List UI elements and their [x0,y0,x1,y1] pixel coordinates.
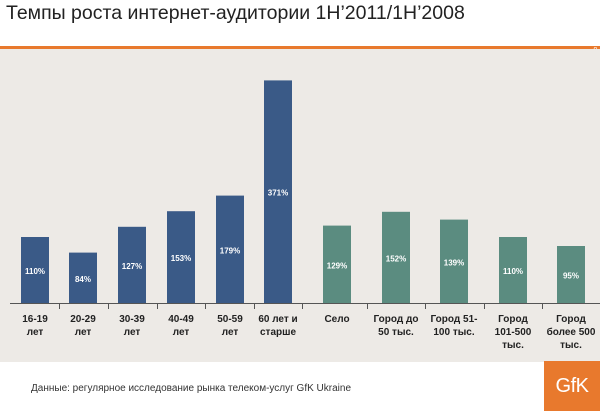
bar-chart: 110% 16-19 лет 84% 20-29 лет 127% 30-39 лет 153% 4… [10,80,600,351]
tick-label-settlement-4-line-2: тыс. [560,340,582,351]
tick-label-age-4-line-1: лет [222,327,239,338]
data-label-age-4: 179% [220,246,240,255]
tick-label-settlement-3-line-2: тыс. [502,340,524,351]
tick-label-age-1-line-1: лет [75,327,92,338]
tick-label-age-2-line-1: лет [124,327,141,338]
data-label-settlement-2: 139% [444,258,464,267]
bar-age-4 [216,195,244,303]
chart-panel: 110% 16-19 лет 84% 20-29 лет 127% 30-39 лет 153% 4… [0,49,600,362]
tick-label-settlement-4-line-0: Город [556,314,586,325]
tick-label-settlement-2-line-0: Город 51- [431,314,478,325]
tick-label-age-4-line-0: 50-59 [217,314,243,325]
bar-settlement-1 [382,211,410,303]
tick-label-settlement-1-line-0: Город до [374,314,419,325]
tick-label-age-5-line-0: 60 лет и [258,314,297,325]
source-note: Данные: регулярное исследование рынка те… [31,383,352,394]
page-title: Темпы роста интернет-аудитории 1H’2011/1… [6,2,465,24]
accent-rule [0,46,600,49]
tick-label-settlement-2-line-1: 100 тыс. [433,327,474,338]
data-label-settlement-1: 152% [386,254,406,263]
data-label-age-5: 371% [268,189,288,198]
bar-settlement-4 [557,246,585,303]
data-label-settlement-0: 129% [327,261,347,270]
tick-label-age-0-line-0: 16-19 [22,314,48,325]
tick-label-age-3-line-0: 40-49 [168,314,194,325]
tick-label-settlement-3-line-0: Город [498,314,528,325]
data-label-age-1: 84% [75,275,91,284]
bar-age-5 [264,80,292,304]
tick-label-settlement-1-line-1: 50 тыс. [378,327,414,338]
data-label-age-2: 127% [122,262,142,271]
bar-age-3 [167,211,195,303]
tick-label-age-3-line-1: лет [173,327,190,338]
bar-settlement-0 [323,225,351,303]
data-label-settlement-4: 95% [563,272,579,281]
tick-label-settlement-0-line-0: Село [324,314,349,325]
tick-label-settlement-3-line-1: 101-500 [495,327,532,338]
tick-label-settlement-4-line-1: более 500 [547,326,596,338]
bar-age-0 [21,237,49,303]
bar-age-2 [118,226,146,303]
bar-settlement-3 [499,237,527,303]
tick-label-age-0-line-1: лет [27,327,44,338]
tick-label-age-2-line-0: 30-39 [119,314,145,325]
data-label-age-3: 153% [171,254,191,263]
data-label-age-0: 110% [25,267,45,276]
bar-age-1 [69,252,97,303]
bar-settlement-2 [440,219,468,303]
gfk-logo: GfK [544,361,600,411]
tick-label-age-5-line-1: старше [260,327,296,338]
tick-label-age-1-line-0: 20-29 [70,314,96,325]
data-label-settlement-3: 110% [503,267,523,276]
